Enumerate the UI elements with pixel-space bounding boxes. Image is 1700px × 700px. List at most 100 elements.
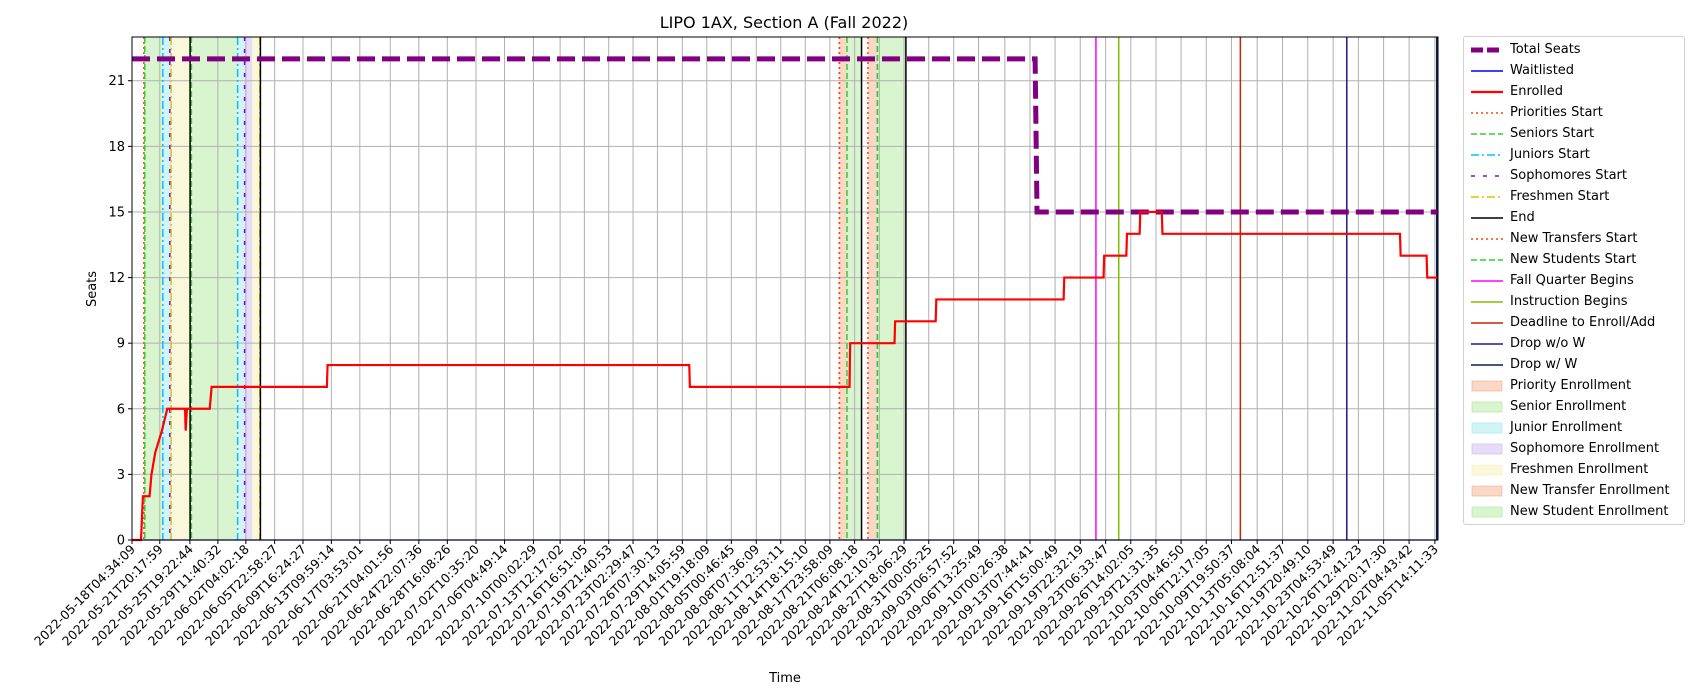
shaded-region-3-1	[244, 37, 253, 540]
legend-item: New Students Start	[1464, 250, 1684, 271]
legend-label: Junior Enrollment	[1510, 420, 1623, 435]
legend-item: Freshmen Enrollment	[1464, 460, 1684, 481]
legend-item: Sophomore Enrollment	[1464, 439, 1684, 460]
legend-swatch	[1471, 343, 1503, 345]
legend-swatch	[1471, 217, 1503, 219]
legend-swatch	[1471, 47, 1503, 53]
legend-swatch-patch	[1471, 485, 1503, 497]
legend-item: Senior Enrollment	[1464, 397, 1684, 418]
y-tick-label-5: 15	[108, 205, 125, 220]
legend-swatch	[1471, 322, 1503, 324]
legend-label: Sophomore Enrollment	[1510, 441, 1660, 456]
legend-swatch	[1471, 364, 1503, 366]
shaded-region-4-0	[171, 37, 191, 540]
legend-swatch	[1471, 443, 1503, 455]
legend-label: Freshmen Enrollment	[1510, 462, 1649, 477]
legend-label: New Transfer Enrollment	[1510, 483, 1670, 498]
legend-label: Deadline to Enroll/Add	[1510, 315, 1656, 330]
shaded-region-1-1	[191, 37, 238, 540]
y-tick-label-0: 0	[117, 534, 125, 549]
shaded-region-2-1	[237, 37, 245, 540]
legend-label: Drop w/o W	[1510, 336, 1586, 351]
y-tick-label-6: 18	[108, 140, 125, 155]
grid-lines	[131, 37, 1438, 541]
legend-label: Enrolled	[1510, 84, 1563, 99]
shaded-region-2-0	[162, 37, 170, 540]
legend-swatch-patch	[1471, 401, 1503, 413]
legend-swatch	[1471, 133, 1503, 135]
legend-swatch	[1471, 401, 1503, 413]
y-tick-label-3: 9	[117, 337, 125, 352]
legend-item: Freshmen Start	[1464, 187, 1684, 208]
legend-swatch	[1471, 196, 1503, 198]
legend-item: Junior Enrollment	[1464, 418, 1684, 439]
y-axis-label: Seats	[85, 271, 100, 307]
legend-label: Seniors Start	[1510, 126, 1595, 141]
legend-label: Senior Enrollment	[1510, 399, 1627, 414]
legend-swatch	[1471, 154, 1503, 156]
legend-swatch	[1471, 238, 1503, 240]
legend-label: New Student Enrollment	[1510, 504, 1669, 519]
legend-item: Seniors Start	[1464, 124, 1684, 145]
legend-label: Priority Enrollment	[1510, 378, 1632, 393]
chart-title: LIPO 1AX, Section A (Fall 2022)	[660, 13, 909, 32]
shaded-region-0-1	[839, 37, 847, 540]
legend-swatch	[1471, 485, 1503, 497]
y-axis-ticks: 0 3 6 9 12 15 18 21	[108, 74, 132, 549]
legend-swatch	[1471, 259, 1503, 261]
legend-swatch	[1471, 506, 1503, 518]
legend-label: New Students Start	[1510, 252, 1637, 267]
legend-swatch-patch	[1471, 464, 1503, 476]
shaded-region-4-1	[252, 37, 261, 540]
legend-swatch	[1471, 380, 1503, 392]
legend-label: Priorities Start	[1510, 105, 1603, 120]
y-tick-label-7: 21	[108, 74, 125, 89]
legend-label: Sophomores Start	[1510, 168, 1627, 183]
legend-swatch	[1471, 280, 1503, 282]
legend-swatch	[1471, 112, 1503, 114]
event-lines	[143, 37, 1438, 540]
legend-item: Priorities Start	[1464, 103, 1684, 124]
shaded-region-1-0	[144, 37, 163, 540]
legend-label: Total Seats	[1510, 42, 1581, 57]
legend: Total Seats Waitlisted Enrolled Priorities …	[1463, 36, 1685, 525]
legend-item: New Transfers Start	[1464, 229, 1684, 250]
legend-item: Drop w/o W	[1464, 334, 1684, 355]
y-tick-label-2: 6	[117, 402, 125, 417]
legend-item: Total Seats	[1464, 40, 1684, 61]
legend-swatch-patch	[1471, 506, 1503, 518]
legend-item: Drop w/ W	[1464, 355, 1684, 376]
legend-item: Instruction Begins	[1464, 292, 1684, 313]
legend-item: Priority Enrollment	[1464, 376, 1684, 397]
series-lines	[132, 56, 1438, 542]
legend-label: Drop w/ W	[1510, 357, 1578, 372]
legend-swatch	[1471, 175, 1503, 177]
legend-swatch-patch	[1471, 443, 1503, 455]
plot-frame	[131, 36, 1439, 541]
legend-swatch	[1471, 422, 1503, 434]
legend-swatch-patch	[1471, 422, 1503, 434]
y-tick-label-1: 3	[117, 468, 125, 483]
legend-label: Waitlisted	[1510, 63, 1575, 78]
legend-swatch-patch	[1471, 380, 1503, 392]
shaded-regions	[143, 37, 906, 540]
legend-label: New Transfers Start	[1510, 231, 1638, 246]
legend-item: Juniors Start	[1464, 145, 1684, 166]
legend-item: New Transfer Enrollment	[1464, 481, 1684, 502]
x-axis-ticks: 2022-05-18T04:34:092022-05-21T20:17:5920…	[31, 540, 1441, 649]
y-tick-label-4: 12	[108, 271, 125, 286]
legend-item: Waitlisted	[1464, 61, 1684, 82]
legend-label: Juniors Start	[1510, 147, 1590, 162]
legend-item: New Student Enrollment	[1464, 502, 1684, 523]
legend-label: Fall Quarter Begins	[1510, 273, 1634, 288]
legend-item: End	[1464, 208, 1684, 229]
legend-label: Instruction Begins	[1510, 294, 1628, 309]
legend-swatch	[1471, 301, 1503, 303]
legend-swatch	[1471, 464, 1503, 476]
shaded-region-0-2	[867, 37, 878, 540]
legend-swatch	[1471, 90, 1503, 94]
legend-item: Sophomores Start	[1464, 166, 1684, 187]
x-axis-label: Time	[768, 671, 801, 686]
shaded-region-6-0	[877, 37, 906, 540]
